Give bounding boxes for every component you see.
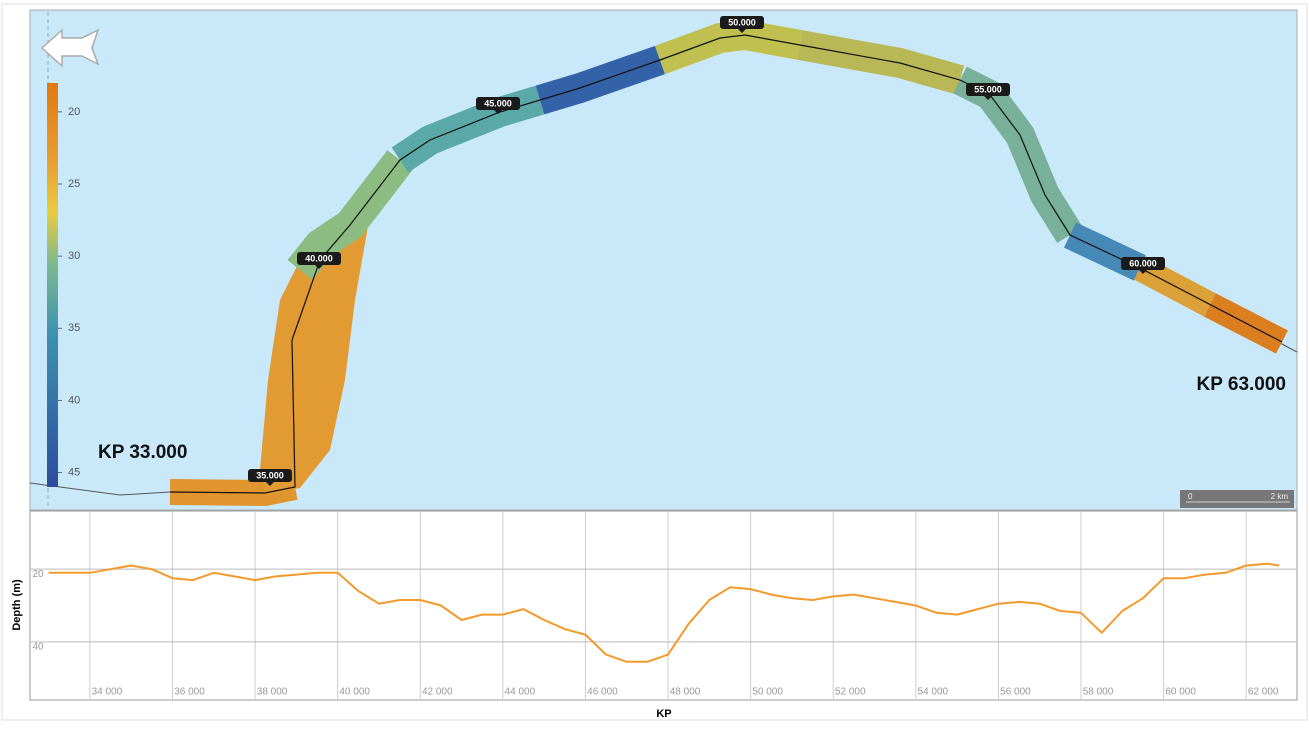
x-tick-label: 42 000 xyxy=(422,687,453,698)
kp-label: 50.000 xyxy=(728,17,756,27)
x-axis-label: KP xyxy=(656,708,671,720)
x-tick-label: 34 000 xyxy=(92,687,123,698)
corridor-segment xyxy=(260,215,370,495)
kp-pointer xyxy=(494,110,502,114)
kp-marker xyxy=(1121,257,1165,270)
kp-marker xyxy=(297,252,341,265)
color-bar xyxy=(47,83,58,487)
color-tick-label: 40 xyxy=(68,394,80,406)
scale-start: 0 xyxy=(1188,492,1193,501)
kp-label: 60.000 xyxy=(1129,258,1157,268)
route-extension xyxy=(1279,342,1298,353)
end-label: KP 63.000 xyxy=(1197,374,1286,395)
sea xyxy=(29,9,1298,511)
depth-line xyxy=(48,562,1280,663)
color-tick-label: 45 xyxy=(68,466,80,478)
color-tick-label: 25 xyxy=(68,178,80,190)
x-tick-label: 58 000 xyxy=(1083,687,1114,698)
route-extension xyxy=(29,482,171,496)
scale-bar xyxy=(1180,490,1294,508)
kp-label: 55.000 xyxy=(974,84,1002,94)
kp-marker xyxy=(248,469,292,482)
x-tick-label: 46 000 xyxy=(587,687,618,698)
x-tick-label: 38 000 xyxy=(257,687,288,698)
color-tick-label: 35 xyxy=(68,322,80,334)
y-tick-label: 40 xyxy=(32,641,44,652)
x-tick-label: 54 000 xyxy=(918,687,949,698)
x-tick-label: 50 000 xyxy=(752,687,783,698)
x-tick-label: 60 000 xyxy=(1165,687,1196,698)
back-arrow[interactable] xyxy=(40,28,100,68)
kp-pointer xyxy=(315,265,323,269)
map: 0 2 km KP 33.000 KP 63.000 35.000 40.000 4… xyxy=(29,9,1298,511)
kp-pointer xyxy=(738,29,746,33)
kp-pointer xyxy=(266,482,274,486)
x-tick-label: 52 000 xyxy=(835,687,866,698)
x-tick-label: 36 000 xyxy=(174,687,205,698)
kp-marker xyxy=(966,83,1010,96)
y-axis-label: Depth (m) xyxy=(11,579,23,631)
kp-label: 45.000 xyxy=(484,98,512,108)
color-tick-label: 30 xyxy=(68,250,80,262)
x-tick-label: 62 000 xyxy=(1248,687,1279,698)
kp-pointer xyxy=(1139,270,1147,274)
x-tick-label: 40 000 xyxy=(339,687,370,698)
y-tick-label: 20 xyxy=(32,569,44,580)
start-label: KP 33.000 xyxy=(98,442,187,463)
color-tick-label: 20 xyxy=(68,106,80,118)
kp-label: 35.000 xyxy=(256,470,284,480)
kp-marker xyxy=(476,97,520,110)
kp-label: 40.000 xyxy=(305,253,333,263)
kp-pointer xyxy=(984,96,992,100)
scale-end: 2 km xyxy=(1271,492,1289,501)
x-tick-label: 44 000 xyxy=(505,687,536,698)
route-line xyxy=(169,34,1283,494)
kp-marker xyxy=(720,16,764,29)
profile-plot xyxy=(29,510,1298,701)
x-tick-label: 56 000 xyxy=(1000,687,1031,698)
frame xyxy=(1,3,1308,721)
x-tick-label: 48 000 xyxy=(670,687,701,698)
